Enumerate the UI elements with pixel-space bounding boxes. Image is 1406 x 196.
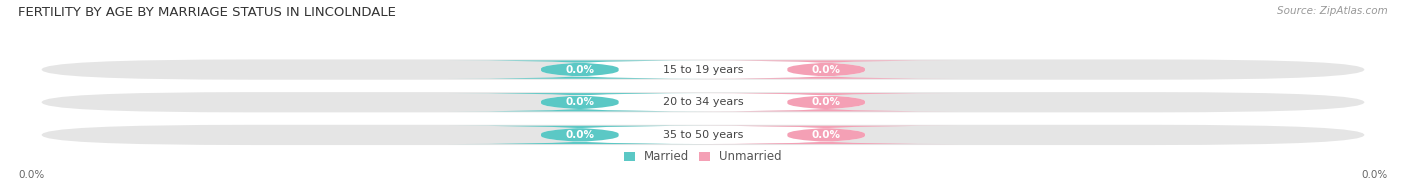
FancyBboxPatch shape (541, 126, 865, 144)
Text: 0.0%: 0.0% (565, 97, 595, 107)
Text: 0.0%: 0.0% (565, 130, 595, 140)
FancyBboxPatch shape (449, 126, 711, 144)
Legend: Married, Unmarried: Married, Unmarried (620, 146, 786, 168)
FancyBboxPatch shape (541, 60, 865, 79)
FancyBboxPatch shape (42, 59, 1364, 80)
Text: 0.0%: 0.0% (811, 97, 841, 107)
FancyBboxPatch shape (42, 92, 1364, 112)
Text: 0.0%: 0.0% (811, 130, 841, 140)
FancyBboxPatch shape (449, 60, 711, 79)
FancyBboxPatch shape (695, 126, 957, 144)
Text: Source: ZipAtlas.com: Source: ZipAtlas.com (1277, 6, 1388, 16)
Text: FERTILITY BY AGE BY MARRIAGE STATUS IN LINCOLNDALE: FERTILITY BY AGE BY MARRIAGE STATUS IN L… (18, 6, 396, 19)
Text: 20 to 34 years: 20 to 34 years (662, 97, 744, 107)
Text: 15 to 19 years: 15 to 19 years (662, 64, 744, 75)
FancyBboxPatch shape (42, 125, 1364, 145)
FancyBboxPatch shape (695, 60, 957, 79)
Text: 35 to 50 years: 35 to 50 years (662, 130, 744, 140)
Text: 0.0%: 0.0% (565, 64, 595, 75)
Text: 0.0%: 0.0% (1361, 170, 1388, 180)
FancyBboxPatch shape (695, 93, 957, 111)
FancyBboxPatch shape (449, 93, 711, 111)
Text: 0.0%: 0.0% (811, 64, 841, 75)
Text: 0.0%: 0.0% (18, 170, 45, 180)
FancyBboxPatch shape (541, 93, 865, 111)
